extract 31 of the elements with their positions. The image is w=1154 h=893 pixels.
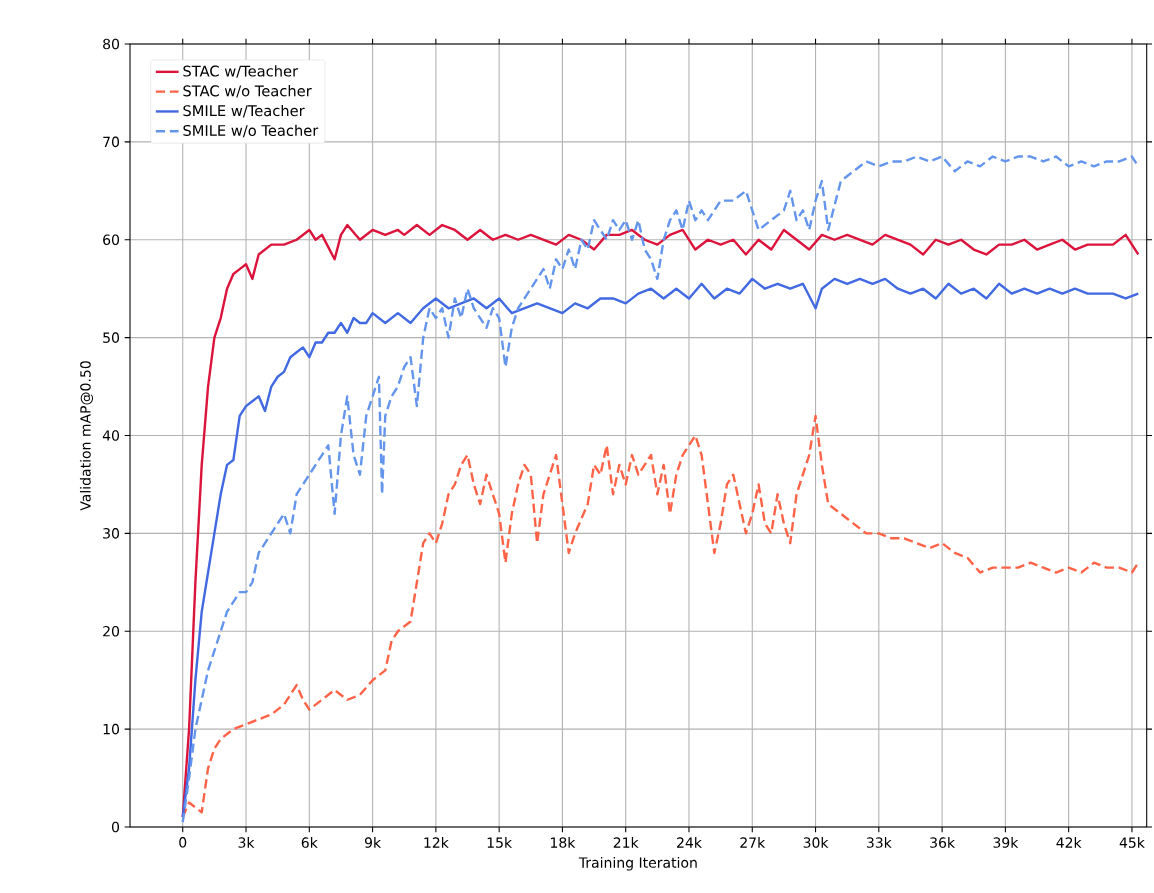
y-tick-label: 50	[103, 332, 120, 343]
x-tick-label: 45k	[1119, 837, 1145, 848]
x-tick-label: 9k	[364, 837, 382, 848]
y-tick-label: 70	[103, 136, 120, 148]
y-axis-title: Validation mAP@0.50	[79, 361, 93, 511]
y-tick-label: 60	[103, 234, 120, 246]
x-tick-label: 0	[179, 837, 187, 848]
x-tick-label: 30k	[803, 837, 829, 848]
x-tick-label: 21k	[613, 837, 639, 848]
x-axis-title: Training Iteration	[578, 857, 697, 871]
y-tick-label: 10	[103, 723, 120, 735]
y-tick-label: 80	[103, 38, 120, 50]
y-tick-label: 0	[111, 821, 120, 833]
x-tick-label: 15k	[487, 837, 513, 848]
legend-label: SMILE w/o Teacher	[183, 124, 319, 138]
x-tick-label: 42k	[1056, 837, 1082, 848]
x-tick-label: 18k	[550, 837, 576, 848]
x-tick-label: 6k	[301, 837, 318, 848]
x-tick-label: 33k	[866, 837, 892, 848]
x-tick-label: 3k	[238, 837, 255, 848]
x-tick-label: 12k	[424, 837, 449, 848]
y-tick-label: 30	[103, 528, 120, 539]
legend-label: STAC w/Teacher	[183, 65, 299, 78]
x-tick-label: 27k	[740, 837, 766, 848]
legend-label: SMILE w/Teacher	[183, 104, 305, 118]
x-tick-label: 39k	[993, 837, 1019, 848]
legend-label: STAC w/o Teacher	[183, 85, 312, 98]
x-tick-label: 24k	[677, 837, 702, 848]
y-tick-label: 40	[102, 430, 120, 441]
x-tick-label: 36k	[930, 837, 955, 848]
y-tick-label: 20	[103, 625, 120, 637]
